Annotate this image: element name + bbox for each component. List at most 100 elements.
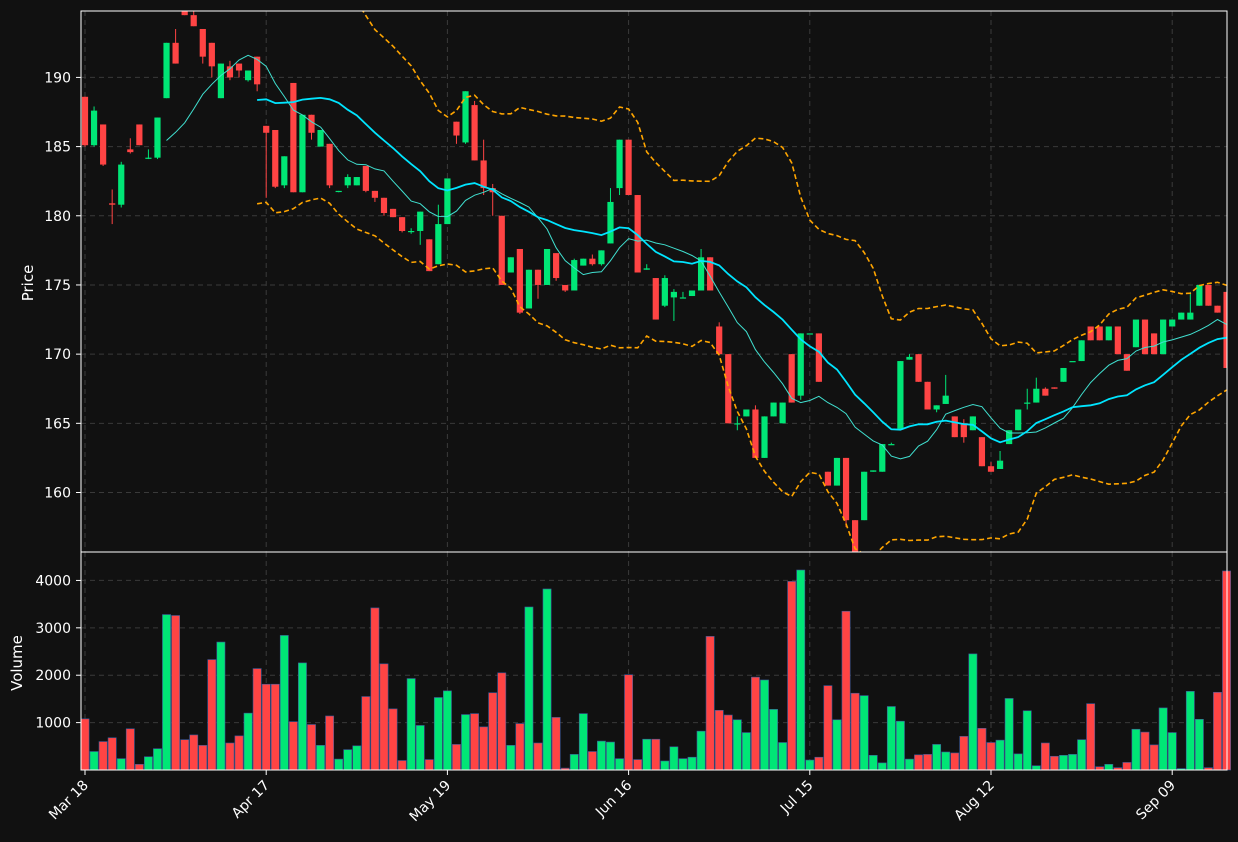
candle-body [244,70,252,81]
candle-body [580,258,587,266]
candle-body [734,423,741,425]
candle-body [326,143,333,186]
volume-bar [895,720,905,771]
volume-bar [642,738,652,771]
volume-bar [198,745,208,771]
candle-body [172,42,179,64]
volume-bar [388,708,398,771]
candle-body [136,124,143,146]
volume-bar [751,676,760,771]
volume-bar [1004,698,1014,771]
bollinger-lower-band [256,197,1227,552]
candle-body [716,326,723,355]
candle-body [888,444,895,446]
candle-body [371,190,379,198]
price-tick-label: 185 [44,140,71,156]
candle-body [951,416,958,438]
price-tick-label: 175 [44,278,71,294]
volume-bar [886,706,896,771]
volume-bar [270,683,280,771]
volume-bar [624,674,633,771]
volume-bar [162,614,171,771]
price-tick-label: 190 [44,70,71,86]
volume-bar [397,760,407,771]
volume-bar [153,748,162,771]
volume-bar [334,758,344,771]
candle-body [752,409,759,458]
volume-bar [660,760,670,771]
candle-body [897,361,904,429]
volume-bar [234,735,244,771]
volume-bar [823,685,833,771]
candle-body [661,278,668,306]
volume-tick-label: 3000 [35,621,71,637]
candle-body [625,139,632,196]
volume-bar [361,696,371,771]
volume-bar [1050,755,1059,771]
candle-body [589,258,596,265]
candle-body [1141,319,1149,355]
candle-body [299,114,306,193]
volume-bar [1040,742,1050,771]
volume-bar [343,749,353,771]
candle-body [571,260,578,291]
volume-bar [252,668,262,771]
candle-body [1060,367,1067,382]
candle-body [444,178,451,225]
volume-bar [687,756,697,771]
volume-bar [633,759,643,771]
volume-bar [796,569,806,771]
volume-bar [406,678,416,771]
volume-bar [1149,744,1159,771]
volume-bar [1194,718,1204,771]
candle-body [516,248,523,313]
candle-body [462,91,469,143]
volume-bar [959,736,969,771]
candle-body [272,129,279,187]
candle-body [408,230,415,233]
candle-body [743,409,750,417]
candle-body [652,278,659,320]
price-tick-label: 165 [44,416,71,432]
candle-body [670,291,677,298]
candle-body [852,520,859,552]
candle-body [643,268,650,270]
candle-body [1205,284,1212,306]
volume-bar [479,726,489,771]
volume-bar [1158,707,1168,771]
volume-bar [379,663,389,771]
volume-bar [307,724,316,771]
volume-bar [850,692,860,771]
volume-bar [1167,732,1177,771]
volume-bar [261,683,271,771]
moving-average-fast-line [166,54,1227,460]
candle-body [707,257,714,291]
volume-bar [216,641,226,771]
volume-bar [1031,765,1041,771]
candle-body [824,471,832,486]
volume-bar [80,718,90,771]
volume-bar [488,692,498,771]
volume-bar [524,606,534,771]
volume-bar [298,662,307,771]
volume-bar [669,746,679,771]
volume-bar [651,738,661,771]
candle-body [1006,430,1013,445]
volume-tick-label: 4000 [35,573,71,589]
volume-bar [180,739,190,771]
candle-body [1187,312,1194,320]
volume-bar [515,723,525,771]
candle-body [154,117,161,158]
candle-body [1123,354,1130,371]
candle-body [543,248,551,285]
candle-body [996,460,1004,469]
candle-body [226,66,234,78]
candle-body [879,444,886,472]
volume-bar [1022,710,1032,771]
volume-bar [859,695,869,771]
candle-body [842,457,850,521]
volume-bar [1185,691,1195,771]
candle-body [833,457,841,486]
volume-bar [243,712,253,771]
